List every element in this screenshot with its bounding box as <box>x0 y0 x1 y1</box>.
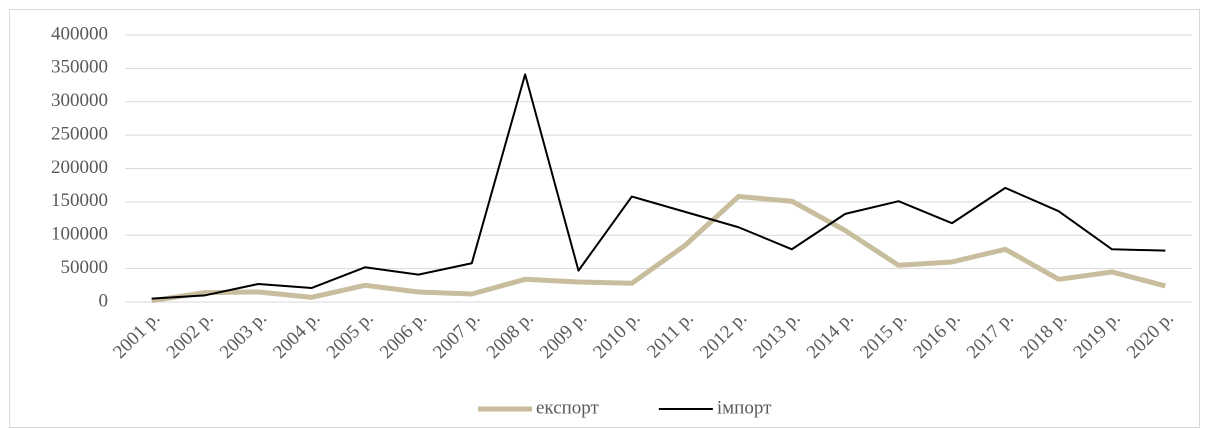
legend-label: експорт <box>536 397 600 418</box>
x-tick-label: 2017 р. <box>963 308 1018 363</box>
y-tick-label: 300000 <box>51 90 108 111</box>
series-line <box>151 194 1166 304</box>
y-tick-label: 250000 <box>51 123 108 144</box>
y-tick-label: 400000 <box>51 23 108 44</box>
x-tick-label: 2010 р. <box>589 308 644 363</box>
x-tick-label: 2012 р. <box>696 308 751 363</box>
x-tick-label: 2009 р. <box>536 308 591 363</box>
x-tick-label: 2018 р. <box>1016 308 1071 363</box>
x-tick-label: 2002 р. <box>162 308 217 363</box>
x-tick-label: 2016 р. <box>909 308 964 363</box>
x-tick-label: 2013 р. <box>749 308 804 363</box>
chart-border <box>9 9 1200 428</box>
x-tick-label: 2006 р. <box>376 308 431 363</box>
x-tick-label: 2015 р. <box>856 308 911 363</box>
x-tick-label: 2004 р. <box>269 308 324 363</box>
x-tick-label: 2008 р. <box>483 308 538 363</box>
x-tick-label: 2020 р. <box>1123 308 1178 363</box>
x-tick-label: 2014 р. <box>803 308 858 363</box>
series-line <box>151 73 1166 300</box>
x-tick-label: 2007 р. <box>429 308 484 363</box>
y-tick-label: 0 <box>99 290 109 311</box>
y-tick-label: 100000 <box>51 224 108 245</box>
y-tick-label: 50000 <box>61 257 109 278</box>
x-tick-label: 2005 р. <box>323 308 378 363</box>
x-tick-label: 2001 р. <box>109 308 164 363</box>
x-tick-label: 2003 р. <box>216 308 271 363</box>
y-tick-label: 350000 <box>51 57 108 78</box>
y-tick-label: 200000 <box>51 157 108 178</box>
x-tick-label: 2019 р. <box>1069 308 1124 363</box>
y-tick-label: 150000 <box>51 190 108 211</box>
x-tick-label: 2011 р. <box>643 308 698 363</box>
legend-label: імпорт <box>717 397 772 418</box>
